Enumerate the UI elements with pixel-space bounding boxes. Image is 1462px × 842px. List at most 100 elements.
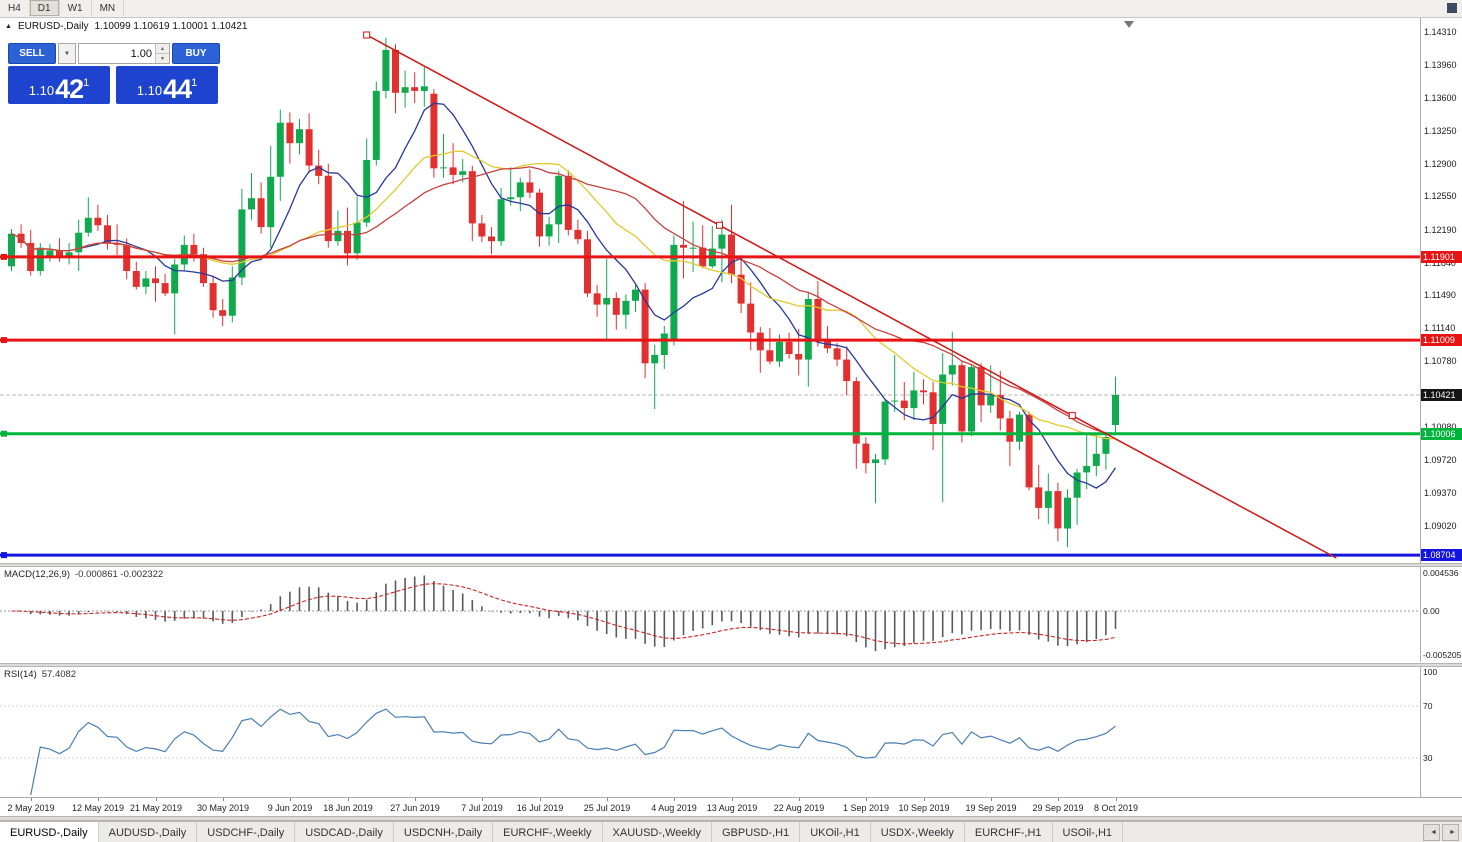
date-label: 2 May 2019	[7, 803, 55, 813]
time-axis[interactable]: 2 May 2019 12 May 2019 21 May 2019 30 May 2…	[0, 797, 1462, 817]
volume-input[interactable]	[79, 44, 155, 63]
one-click-trading-widget: SELL ▼ ▲ ▼ BUY 1.10 42 1 1.1	[8, 43, 220, 104]
chart-tab-gbpusd-h1[interactable]: GBPUSD-,H1	[712, 822, 801, 842]
current-price-label: 1.10421	[1421, 389, 1462, 401]
ma-fast[interactable]	[11, 102, 1117, 489]
chart-shift-marker-icon[interactable]	[1124, 21, 1134, 28]
chart-tab-eurchf-weekly[interactable]: EURCHF-,Weekly	[493, 822, 603, 842]
date-label: 7 Jul 2019	[461, 803, 503, 813]
time-tick	[415, 798, 416, 801]
macd-indicator-panel[interactable]	[0, 567, 1420, 662]
timeframe-button-h4[interactable]: H4	[0, 0, 30, 16]
support-line-green-handle[interactable]	[1, 430, 7, 437]
macd-histogram	[20, 575, 1117, 651]
chart-tab-eurchf-h1[interactable]: EURCHF-,H1	[965, 822, 1053, 842]
date-label: 10 Sep 2019	[898, 803, 950, 813]
timeframe-buttons: H4 D1 W1 MN	[0, 0, 125, 17]
macd-axis[interactable]: 0.004536 0.00 -0.005205	[1420, 567, 1462, 662]
macd-tick: 0.004536	[1423, 568, 1459, 578]
time-tick	[98, 798, 99, 801]
trendline-handle-2[interactable]	[1068, 412, 1076, 420]
tabs-scroll-right-icon[interactable]: ►	[1442, 824, 1459, 841]
timeframe-button-w1[interactable]: W1	[60, 0, 92, 16]
time-tick	[223, 798, 224, 801]
sell-price-big: 42	[55, 74, 84, 104]
price-tick: 1.11840	[1424, 258, 1456, 268]
chart-tab-xauusd-weekly[interactable]: XAUUSD-,Weekly	[603, 822, 712, 842]
time-tick	[482, 798, 483, 801]
date-label: 25 Jul 2019	[583, 803, 631, 813]
date-label: 8 Oct 2019	[1093, 803, 1139, 813]
date-label: 4 Aug 2019	[651, 803, 697, 813]
rsi-name: RSI(14)	[4, 669, 37, 680]
window-icon[interactable]	[1447, 3, 1457, 13]
time-tick	[1058, 798, 1059, 801]
price-tick: 1.09720	[1424, 455, 1457, 465]
support-line-blue-handle[interactable]	[1, 552, 7, 559]
rsi-tick: 30	[1423, 753, 1433, 763]
trendline-handle-0[interactable]	[363, 31, 371, 39]
price-tick: 1.13250	[1424, 126, 1457, 136]
order-dropdown-icon[interactable]: ▼	[58, 43, 76, 64]
volume-stepper-up-icon[interactable]: ▲	[156, 44, 169, 54]
buy-price-panel[interactable]: 1.10 44 1	[116, 66, 218, 104]
sell-button[interactable]: SELL	[8, 43, 56, 64]
buy-button[interactable]: BUY	[172, 43, 220, 64]
resistance-line-upper-handle[interactable]	[1, 253, 7, 260]
time-tick	[924, 798, 925, 801]
rsi-line	[30, 708, 1116, 796]
rsi-indicator-panel[interactable]	[0, 667, 1420, 797]
macd-label: MACD(12,26,9) -0.000861 -0.002322	[4, 569, 163, 580]
timeframe-button-d1[interactable]: D1	[29, 0, 60, 16]
ma-medium[interactable]	[11, 150, 1116, 440]
rsi-axis[interactable]: 100 70 30	[1420, 667, 1462, 797]
chart-tab-usdcad-daily[interactable]: USDCAD-,Daily	[295, 822, 394, 842]
tabs-scroll-left-icon[interactable]: ◄	[1423, 824, 1440, 841]
macd-tick: -0.005205	[1423, 650, 1462, 660]
date-label: 21 May 2019	[129, 803, 183, 813]
chart-tab-ukoil-h1[interactable]: UKOil-,H1	[800, 822, 871, 842]
support-line-blue-price-label: 1.08704	[1421, 549, 1462, 561]
chart-ohlc-header: ▲ EURUSD-,Daily 1.10099 1.10619 1.10001 …	[5, 21, 247, 32]
price-axis[interactable]: 1.14310 1.13960 1.13600 1.13250 1.12900 1.125…	[1420, 18, 1462, 563]
price-tick: 1.14310	[1424, 27, 1457, 37]
tabs-scroll-nav: ◄ ►	[1420, 822, 1462, 842]
rsi-label: RSI(14) 57.4082	[4, 669, 76, 680]
trendline[interactable]	[366, 34, 1337, 559]
candlestick-chart[interactable]	[0, 18, 1420, 562]
price-tick: 1.12550	[1424, 191, 1457, 201]
ma-slow[interactable]	[11, 166, 1116, 434]
volume-stepper-down-icon[interactable]: ▼	[156, 54, 169, 63]
rsi-values: 57.4082	[41, 669, 77, 680]
price-chart-panel[interactable]: ▲ EURUSD-,Daily 1.10099 1.10619 1.10001 …	[0, 18, 1420, 562]
chart-tabs: EURUSD-,Daily AUDUSD-,Daily USDCHF-,Daily U…	[0, 822, 1124, 842]
chart-tab-audusd-daily[interactable]: AUDUSD-,Daily	[99, 822, 198, 842]
price-tick: 1.13960	[1424, 60, 1457, 70]
chart-tab-usdchf-daily[interactable]: USDCHF-,Daily	[197, 822, 296, 842]
price-tick: 1.11490	[1424, 290, 1456, 300]
price-tick: 1.12190	[1424, 225, 1457, 235]
resistance-line-upper-price-label: 1.11901	[1421, 251, 1462, 263]
time-tick	[991, 798, 992, 801]
trendline-handle-1[interactable]	[716, 221, 723, 229]
panel-splitter[interactable]	[0, 563, 1462, 567]
resistance-line-lower-handle[interactable]	[1, 337, 7, 344]
date-label: 27 Jun 2019	[390, 803, 440, 813]
symbol-marker-icon: ▲	[5, 23, 12, 30]
rsi-tick: 70	[1423, 701, 1433, 711]
window-splitter[interactable]	[0, 816, 1462, 821]
price-tick: 1.10080	[1424, 422, 1457, 432]
buy-price-big: 44	[163, 74, 192, 104]
date-label: 18 Jun 2019	[323, 803, 373, 813]
chart-tab-usoil-h1[interactable]: USOil-,H1	[1053, 822, 1124, 842]
chart-tab-usdx-weekly[interactable]: USDX-,Weekly	[871, 822, 965, 842]
macd-name: MACD(12,26,9)	[4, 569, 70, 580]
chart-tab-eurusd-daily[interactable]: EURUSD-,Daily	[0, 822, 99, 842]
date-label: 30 May 2019	[196, 803, 250, 813]
sell-price-panel[interactable]: 1.10 42 1	[8, 66, 110, 104]
timeframe-button-mn[interactable]: MN	[92, 0, 125, 16]
panel-splitter[interactable]	[0, 663, 1462, 667]
chart-tab-usdcnh-daily[interactable]: USDCNH-,Daily	[394, 822, 494, 842]
time-tick	[1116, 798, 1117, 801]
date-label: 16 Jul 2019	[516, 803, 564, 813]
